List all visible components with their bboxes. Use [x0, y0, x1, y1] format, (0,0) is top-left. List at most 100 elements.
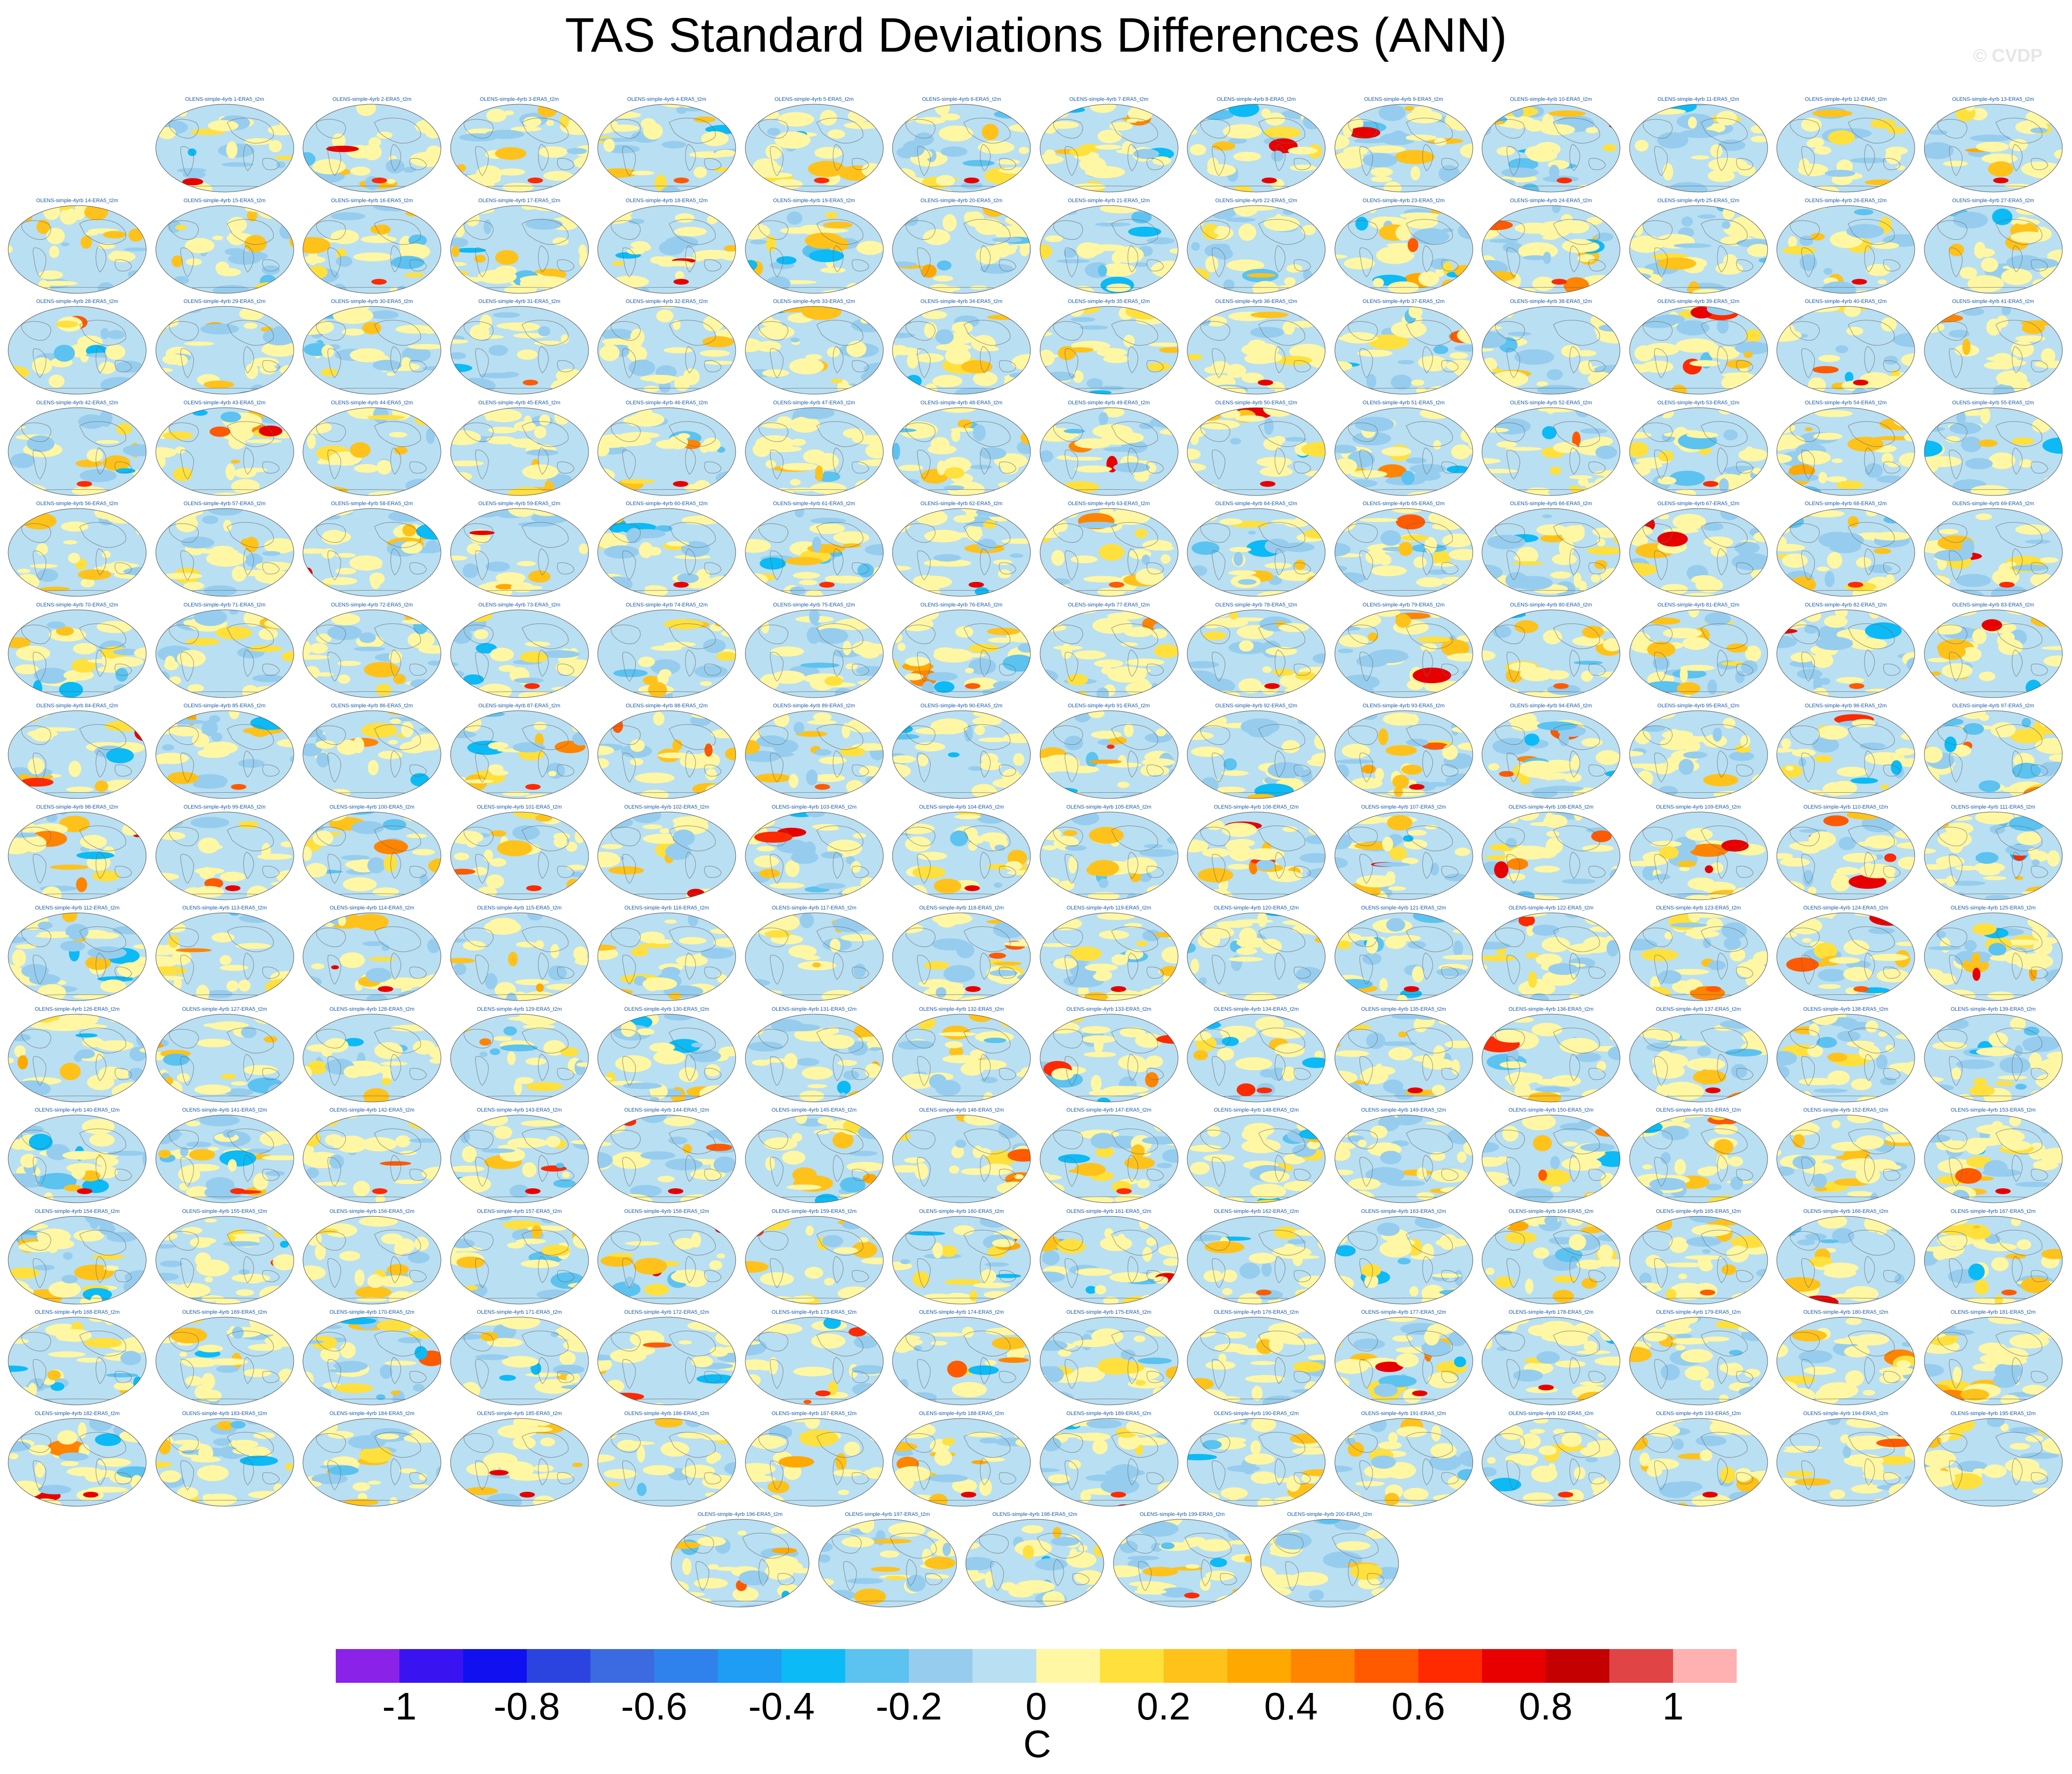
map-panel-label: OLENS-simple-4yrb 191-ERA5_t2m: [1361, 1410, 1446, 1416]
world-map: [155, 205, 294, 293]
map-panel-label: OLENS-simple-4yrb 45-ERA5_t2m: [478, 399, 561, 406]
map-panel: OLENS-simple-4yrb 152-ERA5_t2m: [1776, 1107, 1916, 1206]
map-panel: OLENS-simple-4yrb 143-ERA5_t2m: [450, 1107, 590, 1206]
map-panel: OLENS-simple-4yrb 178-ERA5_t2m: [1481, 1309, 1621, 1408]
world-map: [1776, 1014, 1915, 1102]
world-map: [1482, 1317, 1620, 1405]
world-map: [1334, 710, 1473, 799]
map-panel-label: OLENS-simple-4yrb 149-ERA5_t2m: [1361, 1107, 1446, 1113]
world-map: [1187, 710, 1326, 799]
map-panel: OLENS-simple-4yrb 194-ERA5_t2m: [1776, 1411, 1916, 1510]
map-panel-label: OLENS-simple-4yrb 172-ERA5_t2m: [624, 1309, 710, 1315]
world-map: [302, 811, 441, 900]
map-panel-label: OLENS-simple-4yrb 27-ERA5_t2m: [1952, 197, 2034, 204]
colorbar-segment: [1482, 1649, 1546, 1683]
map-panel: OLENS-simple-4yrb 146-ERA5_t2m: [892, 1107, 1031, 1206]
map-panel: OLENS-simple-4yrb 53-ERA5_t2m: [1629, 400, 1769, 499]
map-panel: OLENS-simple-4yrb 120-ERA5_t2m: [1186, 905, 1326, 1004]
map-panel: OLENS-simple-4yrb 3-ERA5_t2m: [450, 96, 590, 195]
world-map: [892, 609, 1031, 698]
world-map: [155, 1317, 294, 1405]
world-map: [155, 306, 294, 395]
world-map: [302, 1014, 441, 1102]
map-panel-label: OLENS-simple-4yrb 129-ERA5_t2m: [477, 1006, 562, 1012]
map-panel-label: OLENS-simple-4yrb 40-ERA5_t2m: [1805, 299, 1887, 304]
world-map: [8, 710, 147, 799]
map-panel-label: OLENS-simple-4yrb 96-ERA5_t2m: [1805, 703, 1887, 709]
map-panel-label: OLENS-simple-4yrb 167-ERA5_t2m: [1950, 1208, 2036, 1214]
map-panel: OLENS-simple-4yrb 140-ERA5_t2m: [7, 1107, 147, 1206]
map-panel-label: OLENS-simple-4yrb 193-ERA5_t2m: [1656, 1410, 1741, 1416]
map-panel-label: OLENS-simple-4yrb 69-ERA5_t2m: [1952, 501, 2034, 507]
map-panel: OLENS-simple-4yrb 141-ERA5_t2m: [155, 1107, 295, 1206]
world-map: [302, 1216, 441, 1304]
map-panel-label: OLENS-simple-4yrb 181-ERA5_t2m: [1950, 1309, 2036, 1315]
world-map: [1040, 912, 1178, 1001]
map-panel: OLENS-simple-4yrb 33-ERA5_t2m: [744, 299, 884, 398]
world-map: [1482, 205, 1620, 293]
world-map: [1040, 1114, 1178, 1203]
watermark: © CVDP: [1973, 46, 2043, 66]
map-panel: OLENS-simple-4yrb 123-ERA5_t2m: [1629, 905, 1769, 1004]
map-panel-label: OLENS-simple-4yrb 117-ERA5_t2m: [771, 905, 857, 911]
world-map: [155, 1014, 294, 1102]
map-panel-label: OLENS-simple-4yrb 4-ERA5_t2m: [627, 96, 706, 102]
world-map: [597, 609, 736, 698]
map-panel-label: OLENS-simple-4yrb 60-ERA5_t2m: [626, 501, 708, 507]
map-panel: OLENS-simple-4yrb 97-ERA5_t2m: [1923, 703, 2063, 802]
map-panel-label: OLENS-simple-4yrb 15-ERA5_t2m: [183, 197, 266, 204]
map-panel: OLENS-simple-4yrb 119-ERA5_t2m: [1039, 905, 1179, 1004]
map-panel-label: OLENS-simple-4yrb 105-ERA5_t2m: [1066, 804, 1152, 810]
world-map: [1776, 1418, 1915, 1506]
map-panel: OLENS-simple-4yrb 78-ERA5_t2m: [1186, 602, 1326, 701]
map-panel-label: OLENS-simple-4yrb 113-ERA5_t2m: [182, 905, 267, 911]
map-panel: OLENS-simple-4yrb 117-ERA5_t2m: [744, 905, 884, 1004]
map-panel: OLENS-simple-4yrb 147-ERA5_t2m: [1039, 1107, 1179, 1206]
world-map: [450, 1418, 589, 1506]
map-panel-label: OLENS-simple-4yrb 17-ERA5_t2m: [478, 197, 561, 204]
map-panel: OLENS-simple-4yrb 109-ERA5_t2m: [1629, 804, 1769, 903]
map-panel: OLENS-simple-4yrb 157-ERA5_t2m: [450, 1209, 590, 1307]
map-panel: OLENS-simple-4yrb 82-ERA5_t2m: [1776, 602, 1916, 701]
world-map: [302, 1317, 441, 1405]
map-panel-grid: OLENS-simple-4yrb 1-ERA5_t2m OLENS-simple…: [7, 96, 2063, 1608]
world-map: [1924, 1418, 2062, 1506]
map-panel: OLENS-simple-4yrb 14-ERA5_t2m: [7, 198, 147, 297]
world-map: [450, 1216, 589, 1304]
map-panel: OLENS-simple-4yrb 163-ERA5_t2m: [1334, 1209, 1474, 1307]
world-map: [1482, 1216, 1620, 1304]
map-panel-label: OLENS-simple-4yrb 84-ERA5_t2m: [36, 703, 118, 709]
map-panel-label: OLENS-simple-4yrb 156-ERA5_t2m: [329, 1208, 415, 1214]
world-map: [1187, 1014, 1326, 1102]
world-map: [745, 1317, 883, 1405]
map-panel: OLENS-simple-4yrb 173-ERA5_t2m: [744, 1309, 884, 1408]
map-panel: OLENS-simple-4yrb 95-ERA5_t2m: [1629, 703, 1769, 802]
world-map: [1776, 1317, 1915, 1405]
world-map: [745, 1114, 883, 1203]
map-panel: OLENS-simple-4yrb 54-ERA5_t2m: [1776, 400, 1916, 499]
world-map: [597, 205, 736, 293]
world-map: [892, 1216, 1031, 1304]
map-panel: OLENS-simple-4yrb 77-ERA5_t2m: [1039, 602, 1179, 701]
world-map: [745, 1216, 883, 1304]
world-map: [1629, 710, 1768, 799]
map-panel-label: OLENS-simple-4yrb 131-ERA5_t2m: [771, 1006, 857, 1012]
map-panel-label: OLENS-simple-4yrb 148-ERA5_t2m: [1213, 1107, 1299, 1113]
world-map: [1482, 508, 1620, 597]
map-panel-label: OLENS-simple-4yrb 128-ERA5_t2m: [329, 1006, 415, 1012]
map-panel: OLENS-simple-4yrb 129-ERA5_t2m: [450, 1006, 590, 1105]
map-panel-label: OLENS-simple-4yrb 136-ERA5_t2m: [1508, 1006, 1594, 1012]
map-panel: OLENS-simple-4yrb 71-ERA5_t2m: [155, 602, 295, 701]
map-panel: OLENS-simple-4yrb 69-ERA5_t2m: [1923, 501, 2063, 600]
world-map: [1040, 609, 1178, 698]
world-map: [8, 1317, 147, 1405]
world-map: [1334, 1418, 1473, 1506]
world-map: [302, 205, 441, 293]
map-panel-label: OLENS-simple-4yrb 198-ERA5_t2m: [992, 1512, 1078, 1517]
map-panel-label: OLENS-simple-4yrb 120-ERA5_t2m: [1213, 905, 1299, 911]
world-map: [302, 508, 441, 597]
world-map: [597, 1418, 736, 1506]
map-panel-label: OLENS-simple-4yrb 109-ERA5_t2m: [1656, 804, 1741, 810]
map-panel-label: OLENS-simple-4yrb 89-ERA5_t2m: [773, 703, 855, 709]
map-panel-label: OLENS-simple-4yrb 124-ERA5_t2m: [1803, 905, 1889, 911]
